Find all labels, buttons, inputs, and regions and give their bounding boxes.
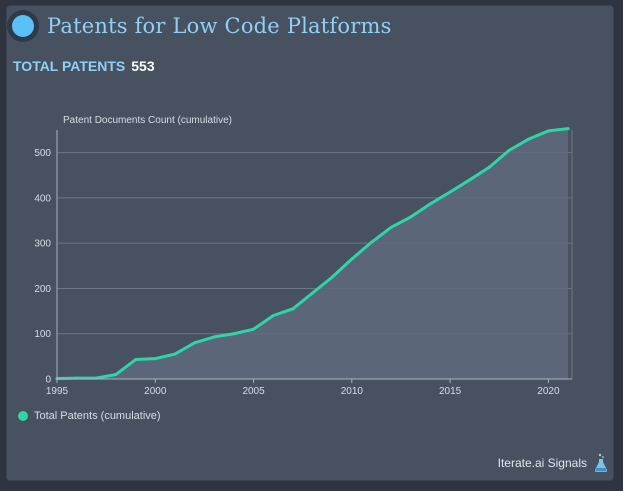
area-layer [55,127,570,381]
data-point[interactable] [173,352,177,356]
data-point[interactable] [252,327,256,331]
data-point[interactable] [468,178,472,182]
data-point[interactable] [546,129,550,133]
data-point[interactable] [428,202,432,206]
data-point[interactable] [114,372,118,376]
x-axis-ticks: 1995 2000 2005 2010 2015 2020 [46,379,560,397]
x-tick-label: 2015 [439,386,462,397]
x-tick-label: 2000 [144,386,167,397]
x-tick-label: 2005 [242,386,265,397]
axes [56,130,573,380]
data-point[interactable] [232,332,236,336]
y-tick-label: 0 [45,375,51,386]
total-patents-label: TOTAL PATENTS [13,58,126,74]
data-point[interactable] [271,314,275,318]
signal-icon [7,10,39,42]
x-tick-label: 2020 [537,386,560,397]
data-point[interactable] [487,165,491,169]
y-tick-label: 400 [34,193,51,204]
data-point[interactable] [507,148,511,152]
y-axis-title: Patent Documents Count (cumulative) [63,115,232,126]
total-patents: TOTAL PATENTS 553 [13,58,155,74]
chart-header: Patents for Low Code Platforms [7,9,392,43]
y-axis-ticks: 0 100 200 300 400 500 [34,148,51,385]
x-tick-label: 2010 [341,386,364,397]
y-tick-label: 200 [34,284,51,295]
y-tick-label: 300 [34,239,51,250]
data-point[interactable] [134,358,138,362]
data-point[interactable] [153,357,157,361]
y-tick-label: 100 [34,329,51,340]
series-area [57,128,569,379]
brand-footer[interactable]: Iterate.ai Signals [498,453,609,473]
data-point[interactable] [330,275,334,279]
data-point[interactable] [527,137,531,141]
data-point[interactable] [291,307,295,311]
data-point[interactable] [350,257,354,261]
chart-title: Patents for Low Code Platforms [47,14,392,38]
total-patents-value: 553 [131,58,155,74]
data-point[interactable] [409,215,413,219]
data-point[interactable] [212,335,216,339]
flask-icon [594,453,608,472]
data-point[interactable] [389,225,393,229]
brand-label: Iterate.ai Signals [497,456,587,470]
y-tick-label: 500 [34,148,51,159]
data-point[interactable] [193,341,197,345]
legend-swatch [18,411,28,421]
data-point[interactable] [311,291,315,295]
data-point[interactable] [448,190,452,194]
legend[interactable]: Total Patents (cumulative) [18,410,161,422]
data-point[interactable] [566,127,570,131]
legend-label: Total Patents (cumulative) [34,410,161,422]
data-point[interactable] [370,240,374,244]
x-tick-label: 1995 [46,386,69,397]
